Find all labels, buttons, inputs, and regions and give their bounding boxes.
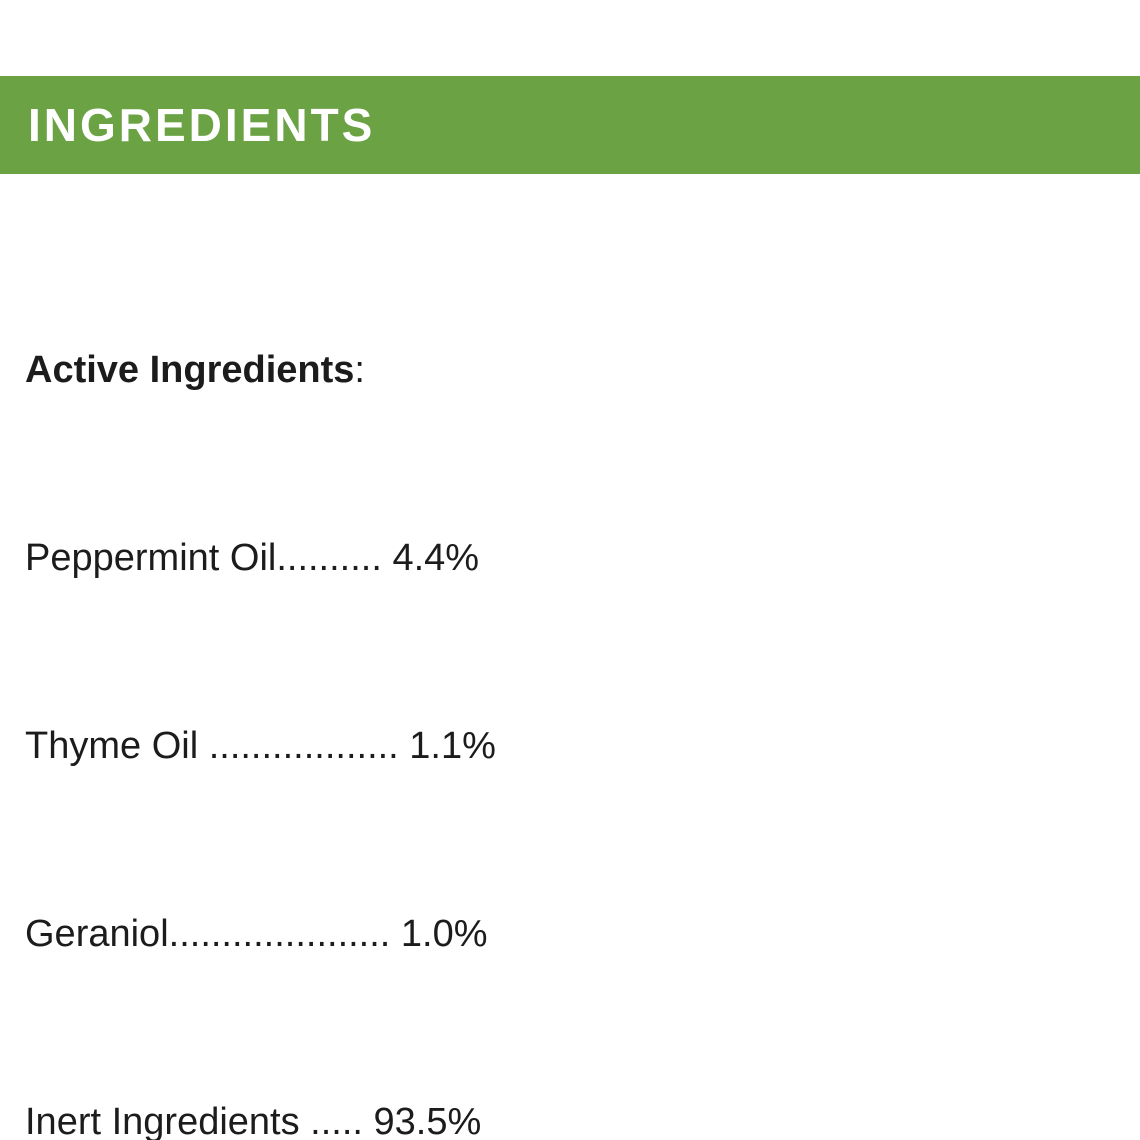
ingredient-name: Inert Ingredients: [25, 1101, 300, 1140]
ingredient-percentage: 4.4%: [392, 537, 480, 579]
label-content: Active Ingredients: Peppermint Oil......…: [0, 174, 1140, 1140]
ingredient-row: Inert Ingredients ..... 93.5%: [25, 1099, 1116, 1140]
active-ingredients-list: Active Ingredients: Peppermint Oil......…: [25, 206, 1116, 1140]
ingredient-percentage: 1.1%: [409, 725, 496, 767]
ingredients-header-banner: INGREDIENTS: [0, 76, 1140, 174]
dot-leader: .....................: [168, 913, 401, 955]
ingredient-name: Geraniol: [25, 913, 169, 955]
active-ingredients-heading: Active Ingredients:: [25, 347, 1116, 394]
ingredients-label-panel: INGREDIENTS Active Ingredients: Peppermi…: [0, 76, 1140, 1140]
active-ingredients-heading-colon: :: [354, 349, 365, 391]
ingredient-row: Geraniol..................... 1.0%: [25, 911, 1116, 958]
ingredient-row: Peppermint Oil.......... 4.4%: [25, 535, 1116, 582]
ingredient-name: Peppermint Oil: [25, 537, 277, 579]
ingredient-row: Thyme Oil .................. 1.1%: [25, 723, 1116, 770]
dot-leader: .....: [299, 1101, 374, 1140]
ingredient-percentage: 93.5%: [373, 1101, 482, 1140]
ingredients-header-title: INGREDIENTS: [28, 99, 376, 151]
dot-leader: ..................: [198, 725, 410, 767]
dot-leader: ..........: [276, 537, 393, 579]
active-ingredients-heading-text: Active Ingredients: [25, 349, 355, 391]
ingredient-name: Thyme Oil: [25, 725, 199, 767]
ingredient-percentage: 1.0%: [400, 913, 488, 955]
